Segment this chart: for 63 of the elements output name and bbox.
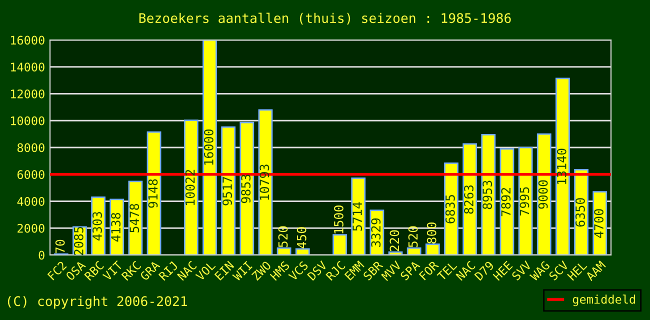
chart-title: Bezoekers aantallen (thuis) seizoen : 1985-1986 xyxy=(139,12,511,25)
x-tick-label: RIJ xyxy=(158,261,178,281)
x-tick-label: VOL xyxy=(195,260,216,282)
data-label: 8263 xyxy=(464,185,474,214)
x-tick-label: HEL xyxy=(567,260,588,281)
data-label: 8953 xyxy=(482,180,492,210)
y-tick-label: 6000 xyxy=(17,170,44,180)
data-label: 9000 xyxy=(538,180,548,209)
data-label: 10022 xyxy=(185,170,195,205)
data-label: 70 xyxy=(55,240,65,254)
data-label: 5714 xyxy=(352,202,362,231)
data-label: 220 xyxy=(390,230,400,252)
data-label: 4303 xyxy=(92,212,102,241)
x-tick-label: SPA xyxy=(400,260,420,281)
data-label: 450 xyxy=(296,227,306,248)
x-tick-label: RBC xyxy=(84,260,104,281)
data-label: 10793 xyxy=(260,164,270,200)
y-tick-label: 8000 xyxy=(17,143,44,152)
data-label: 4138 xyxy=(111,212,121,242)
y-tick-label: 14000 xyxy=(11,62,44,72)
data-label: 9148 xyxy=(148,179,158,208)
x-tick-label: OSA xyxy=(65,260,86,281)
y-tick-label: 0 xyxy=(38,250,44,260)
x-tick-label: NAC xyxy=(456,260,476,281)
data-label: 520 xyxy=(278,226,288,248)
x-tick-label: D79 xyxy=(474,260,494,281)
x-tick-label: HMS xyxy=(270,260,290,281)
x-tick-label: WAG xyxy=(529,260,550,282)
text: (C) copyright 2006-2021 xyxy=(8,296,188,309)
data-label: 3329 xyxy=(371,218,381,247)
data-label: 2085 xyxy=(74,226,84,256)
data-label: 7995 xyxy=(520,187,530,216)
x-tick-label: VCS xyxy=(288,260,309,282)
data-label: 1500 xyxy=(334,206,344,234)
x-tick-label: SBR xyxy=(362,260,384,281)
x-tick-label: RJC xyxy=(325,260,346,281)
data-label: 4700 xyxy=(594,209,604,238)
data-label: 7892 xyxy=(501,188,511,216)
x-tick-label: NAC xyxy=(176,260,198,281)
data-label: 520 xyxy=(408,226,418,248)
y-tick-label: 12000 xyxy=(11,90,44,98)
data-label: 16000 xyxy=(204,129,214,165)
x-tick-label: FC2 xyxy=(47,260,67,280)
data-label: 9853 xyxy=(241,174,251,204)
x-tick-label: TEL xyxy=(436,260,458,282)
x-tick-label: GRA xyxy=(140,260,160,282)
y-tick-label: 10000 xyxy=(11,116,44,126)
y-tick-label: 2000 xyxy=(18,224,44,233)
y-tick-label: 16000 xyxy=(11,36,44,45)
data-label: 6835 xyxy=(445,195,455,224)
data-label: 9517 xyxy=(222,176,232,206)
y-tick-label: 4000 xyxy=(17,197,44,206)
x-tick-label: EIN xyxy=(214,260,234,281)
x-tick-label: EMM xyxy=(344,260,364,281)
x-tick-label: RKC xyxy=(121,260,142,281)
x-tick-label: ZWO xyxy=(251,260,272,281)
data-label: 6350 xyxy=(575,198,585,227)
data-label: 800 xyxy=(426,222,436,244)
data-label: 13140 xyxy=(556,148,566,184)
legend-label: gemiddeld xyxy=(572,294,636,306)
x-tick-label: WII xyxy=(232,260,252,282)
x-tick-label: FOR xyxy=(418,260,440,280)
data-label: 5478 xyxy=(130,204,140,232)
